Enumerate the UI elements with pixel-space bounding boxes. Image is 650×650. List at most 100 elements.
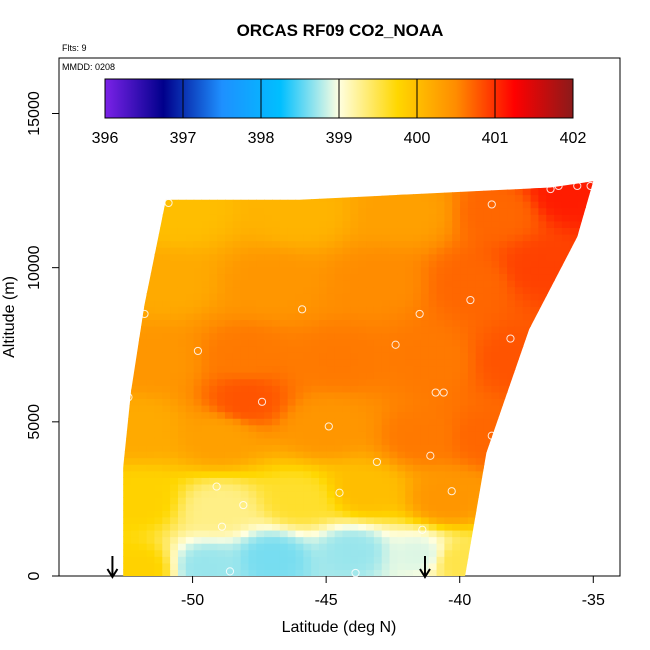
heatmap-cell — [272, 418, 281, 426]
heatmap-cell — [177, 345, 187, 353]
heatmap-cell — [146, 372, 156, 380]
heatmap-cell — [413, 404, 422, 413]
heatmap-cell — [185, 326, 195, 334]
heatmap-cell — [366, 424, 375, 432]
heatmap-cell — [224, 543, 234, 551]
heatmap-cell — [342, 358, 351, 367]
heatmap-cell — [217, 543, 226, 551]
heatmap-cell — [499, 312, 508, 321]
heatmap-cell — [287, 339, 297, 347]
heatmap-cell — [193, 332, 203, 340]
heatmap-cell — [170, 457, 179, 465]
heatmap-cell — [389, 569, 398, 577]
heatmap-cell — [381, 418, 391, 426]
heatmap-cell — [452, 398, 461, 406]
heatmap-cell — [420, 497, 430, 505]
heatmap-cell — [405, 273, 414, 281]
heatmap-cell — [389, 503, 398, 511]
heatmap-cell — [522, 398, 532, 406]
heatmap-cell — [397, 470, 406, 478]
heatmap-cell — [358, 233, 367, 242]
heatmap-cell — [272, 470, 281, 478]
heatmap-cell — [123, 556, 132, 564]
heatmap-cell — [162, 299, 171, 307]
heatmap-cell — [311, 312, 320, 321]
heatmap-cell — [405, 352, 414, 360]
heatmap-cell — [452, 497, 461, 505]
heatmap-cell — [358, 477, 367, 485]
heatmap-cell — [272, 569, 281, 577]
heatmap-cell — [272, 339, 281, 347]
heatmap-cell — [311, 569, 320, 577]
heatmap-cell — [546, 556, 555, 564]
heatmap-cell — [530, 457, 540, 465]
heatmap-cell — [554, 306, 563, 314]
heatmap-cell — [209, 326, 218, 334]
heatmap-cell — [154, 470, 163, 478]
heatmap-cell — [522, 194, 532, 202]
heatmap-cell — [287, 227, 297, 235]
heatmap-cell — [334, 451, 344, 459]
heatmap-cell — [146, 431, 156, 439]
heatmap-cell — [475, 214, 485, 222]
heatmap-cell — [232, 293, 242, 301]
heatmap-cell — [397, 503, 406, 511]
heatmap-cell — [554, 411, 563, 419]
heatmap-cell — [530, 306, 540, 314]
heatmap-cell — [232, 457, 242, 465]
heatmap-cell — [209, 556, 218, 564]
heatmap-cell — [177, 312, 187, 321]
heatmap-cell — [561, 497, 571, 505]
heatmap-cell — [303, 523, 312, 531]
heatmap-cell — [311, 404, 320, 413]
heatmap-cell — [342, 273, 351, 281]
heatmap-cell — [428, 372, 438, 380]
heatmap-cell — [366, 299, 375, 307]
heatmap-cell — [373, 352, 383, 360]
heatmap-cell — [452, 385, 461, 393]
heatmap-cell — [162, 503, 171, 511]
heatmap-cell — [483, 470, 493, 478]
heatmap-cell — [279, 358, 289, 367]
heatmap-cell — [514, 339, 524, 347]
heatmap-cell — [475, 286, 485, 294]
heatmap-cell — [232, 253, 242, 261]
heatmap-cell — [170, 207, 179, 215]
heatmap-cell — [217, 306, 226, 314]
heatmap-cell — [397, 253, 406, 261]
heatmap-cell — [217, 280, 226, 288]
heatmap-cell — [256, 326, 265, 334]
heatmap-cell — [350, 490, 359, 498]
heatmap-cell — [467, 470, 477, 478]
heatmap-cell — [342, 464, 351, 472]
heatmap-cell — [491, 411, 500, 419]
heatmap-cell — [358, 464, 367, 472]
heatmap-cell — [248, 444, 257, 452]
heatmap-cell — [428, 306, 438, 314]
heatmap-cell — [522, 352, 532, 360]
heatmap-cell — [585, 477, 594, 485]
heatmap-cell — [185, 214, 195, 222]
heatmap-cell — [224, 404, 234, 413]
heatmap-cell — [201, 391, 210, 399]
heatmap-cell — [138, 299, 148, 307]
heatmap-cell — [569, 510, 579, 518]
heatmap-cell — [373, 483, 383, 492]
heatmap-cell — [154, 398, 163, 406]
heatmap-cell — [475, 194, 485, 202]
heatmap-cell — [154, 194, 163, 202]
heatmap-cell — [522, 332, 532, 340]
heatmap-cell — [381, 306, 391, 314]
location-arrows — [106, 556, 431, 579]
heatmap-cell — [170, 391, 179, 399]
heatmap-cell — [256, 418, 265, 426]
heatmap-cell — [295, 569, 304, 577]
heatmap-cell — [475, 523, 485, 531]
heatmap-cell — [162, 286, 171, 294]
heatmap-cell — [319, 444, 328, 452]
heatmap-cell — [279, 477, 289, 485]
heatmap-cell — [146, 358, 156, 367]
heatmap-cell — [381, 483, 391, 492]
heatmap-cell — [381, 220, 391, 228]
heatmap-cell — [248, 312, 257, 321]
